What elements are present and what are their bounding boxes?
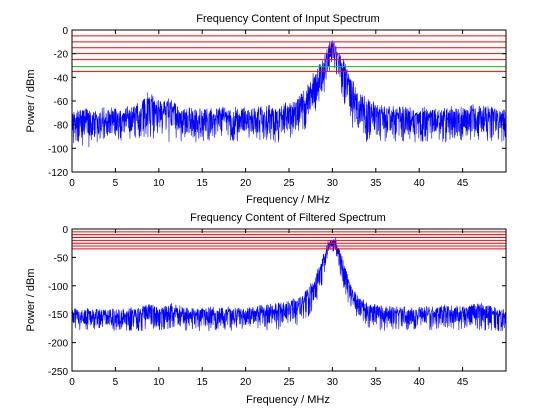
spectrum-series-line	[71, 238, 507, 332]
y-tick-label: -120	[48, 168, 68, 179]
x-tick-label: 45	[457, 377, 469, 388]
x-ticks: 0 5 10 15 20 25 30 35 40 45	[69, 30, 469, 189]
plot-area	[71, 231, 507, 332]
y-ticks: 0 -20 -40 -60 -80 -100 -120	[48, 26, 506, 179]
x-tick-label: 5	[113, 178, 119, 189]
input-spectrum-chart: Frequency Content of Input Spectrum 0 5 10…	[25, 13, 507, 206]
x-tick-label: 0	[69, 178, 75, 189]
y-tick-label: -20	[54, 50, 69, 61]
chart-title: Frequency Content of Filtered Spectrum	[190, 212, 386, 224]
x-tick-label: 35	[370, 178, 382, 189]
x-tick-label: 15	[197, 178, 209, 189]
x-tick-label: 0	[69, 377, 75, 388]
y-ticks: 0 -50 -100 -150 -200 -250	[48, 225, 506, 378]
x-tick-label: 45	[457, 178, 469, 189]
x-tick-label: 40	[414, 178, 426, 189]
x-axis-label: Frequency / MHz	[246, 194, 330, 206]
y-tick-label: -100	[48, 144, 68, 155]
y-tick-label: -80	[54, 121, 69, 132]
x-tick-label: 30	[327, 178, 339, 189]
x-tick-label: 5	[113, 377, 119, 388]
x-tick-label: 30	[327, 377, 339, 388]
y-axis-label: Power / dBm	[25, 269, 37, 332]
y-tick-label: 0	[62, 26, 68, 37]
y-tick-label: -40	[54, 73, 69, 84]
x-tick-label: 10	[153, 377, 165, 388]
filtered-spectrum-chart: Frequency Content of Filtered Spectrum 0…	[25, 212, 507, 406]
y-tick-label: -100	[48, 282, 68, 293]
spectrum-series-line	[71, 40, 507, 148]
y-tick-label: -200	[48, 339, 68, 350]
x-tick-label: 10	[153, 178, 165, 189]
y-tick-label: -250	[48, 367, 68, 378]
x-tick-label: 40	[414, 377, 426, 388]
x-tick-label: 25	[283, 377, 295, 388]
x-tick-label: 15	[197, 377, 209, 388]
y-tick-label: -50	[54, 253, 69, 264]
x-tick-label: 25	[283, 178, 295, 189]
y-tick-label: -150	[48, 310, 68, 321]
x-tick-label: 35	[370, 377, 382, 388]
y-axis-label: Power / dBm	[25, 70, 37, 133]
y-tick-label: -60	[54, 97, 69, 108]
x-tick-label: 20	[240, 377, 252, 388]
y-tick-label: 0	[62, 225, 68, 236]
chart-title: Frequency Content of Input Spectrum	[196, 13, 379, 25]
x-axis-label: Frequency / MHz	[246, 394, 330, 406]
x-ticks: 0 5 10 15 20 25 30 35 40 45	[69, 229, 469, 388]
x-tick-label: 20	[240, 178, 252, 189]
plot-area	[71, 35, 507, 148]
